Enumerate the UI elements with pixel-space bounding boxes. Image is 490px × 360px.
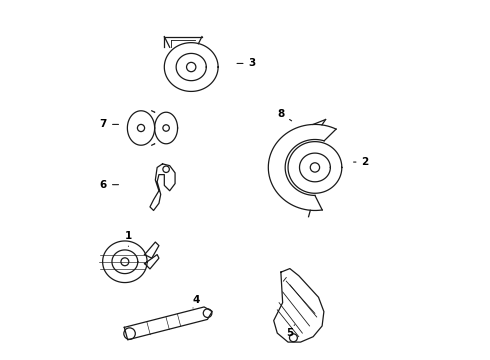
Text: 1: 1 [125,231,132,246]
Text: 6: 6 [100,180,119,190]
Text: 5: 5 [286,325,294,338]
Text: 2: 2 [354,157,369,167]
Text: 3: 3 [237,58,256,68]
Text: 8: 8 [277,109,292,121]
Text: 7: 7 [99,120,119,129]
Text: 4: 4 [193,295,200,308]
